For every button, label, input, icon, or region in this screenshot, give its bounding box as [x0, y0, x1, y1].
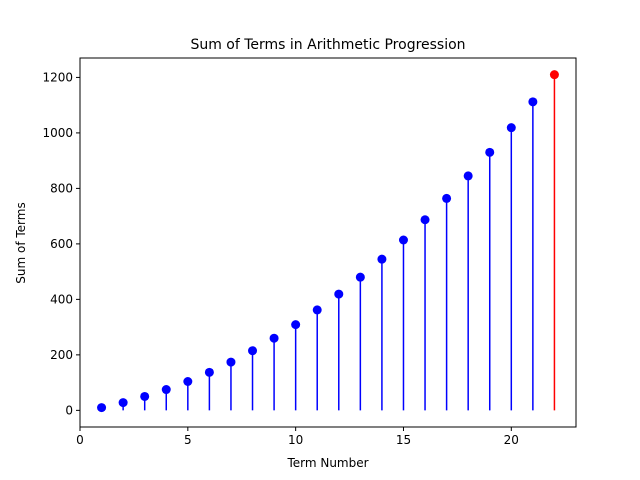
plot-frame — [79, 57, 577, 428]
x-tick-label: 20 — [504, 433, 519, 447]
y-axis-label: Sum of Terms — [14, 202, 28, 283]
stem-marker — [140, 391, 150, 401]
y-tick-label: 800 — [50, 181, 73, 195]
stem-marker — [355, 272, 365, 282]
stem-marker — [506, 123, 516, 133]
x-axis-ticks: 0 5 10 15 20 — [76, 427, 519, 447]
y-axis-ticks: 0 200 400 600 800 1000 1200 — [42, 70, 80, 417]
stem-marker — [161, 385, 171, 395]
stem-marker — [204, 367, 214, 377]
y-tick-label: 0 — [65, 403, 73, 417]
y-tick-label: 200 — [50, 348, 73, 362]
stem-marker — [118, 398, 128, 408]
y-tick-label: 600 — [50, 237, 73, 251]
stem-lines — [100, 74, 556, 411]
stem-marker — [248, 346, 258, 356]
x-tick-label: 0 — [76, 433, 84, 447]
y-tick-label: 1000 — [42, 126, 73, 140]
stem-marker — [549, 70, 559, 80]
stem-marker — [312, 305, 322, 315]
stem-markers — [97, 70, 559, 413]
stem-marker — [226, 357, 236, 367]
y-tick-label: 1200 — [42, 70, 73, 84]
stem-marker — [485, 147, 495, 157]
x-axis-label: Term Number — [286, 456, 368, 470]
stem-marker — [183, 376, 193, 386]
stem-marker — [269, 333, 279, 343]
y-tick-label: 400 — [50, 292, 73, 306]
stem-marker — [377, 254, 387, 264]
x-tick-label: 5 — [184, 433, 192, 447]
x-tick-label: 15 — [396, 433, 411, 447]
stem-marker — [398, 235, 408, 245]
stem-marker — [528, 97, 538, 107]
stem-marker — [291, 320, 301, 330]
stem-marker — [442, 193, 452, 203]
chart-title: Sum of Terms in Arithmetic Progression — [190, 37, 465, 53]
stem-marker — [420, 215, 430, 225]
stem-marker — [463, 171, 473, 181]
stem-marker — [334, 289, 344, 299]
stem-marker — [97, 403, 107, 413]
x-tick-label: 10 — [288, 433, 303, 447]
